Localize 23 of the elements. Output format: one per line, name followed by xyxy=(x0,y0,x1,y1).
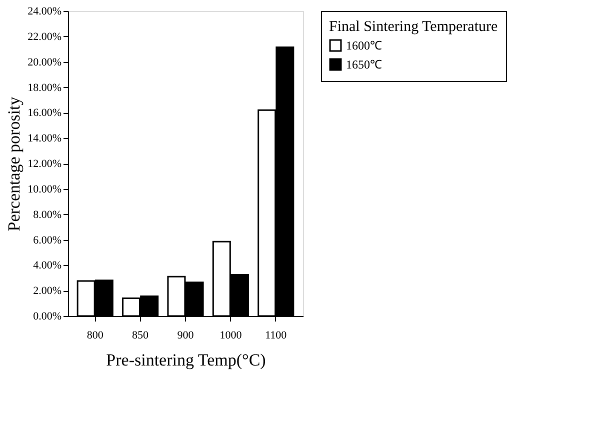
y-tick-label: 18.00% xyxy=(28,82,62,94)
y-tick-label: 20.00% xyxy=(28,56,62,68)
y-tick-label: 24.00% xyxy=(28,6,62,18)
y-tick-label: 22.00% xyxy=(28,30,62,43)
x-tick-label: 1000 xyxy=(220,330,242,342)
x-tick-label: 900 xyxy=(177,330,194,342)
y-axis-title: Percentage porosity xyxy=(4,96,24,232)
x-tick-label: 850 xyxy=(132,330,150,342)
y-tick-label: 10.00% xyxy=(28,183,62,196)
y-tick-label: 14.00% xyxy=(28,132,62,145)
y-tick-label: 8.00% xyxy=(33,208,62,221)
x-tick-label: 1100 xyxy=(265,330,288,342)
legend-label: 1650℃ xyxy=(346,58,382,72)
y-tick-label: 16.00% xyxy=(28,107,62,120)
y-tick-label: 12.00% xyxy=(28,158,62,170)
x-axis-title: Pre-sintering Temp(°C) xyxy=(106,350,266,370)
y-tick-label: 6.00% xyxy=(33,234,62,246)
legend-title: Final Sintering Temperature xyxy=(329,19,498,35)
x-tick-label: 800 xyxy=(86,330,104,342)
y-tick-label: 2.00% xyxy=(33,285,62,298)
y-tick-label: 4.00% xyxy=(33,260,62,272)
y-tick-label: 0.00% xyxy=(33,310,62,322)
legend-label: 1600℃ xyxy=(346,38,382,52)
